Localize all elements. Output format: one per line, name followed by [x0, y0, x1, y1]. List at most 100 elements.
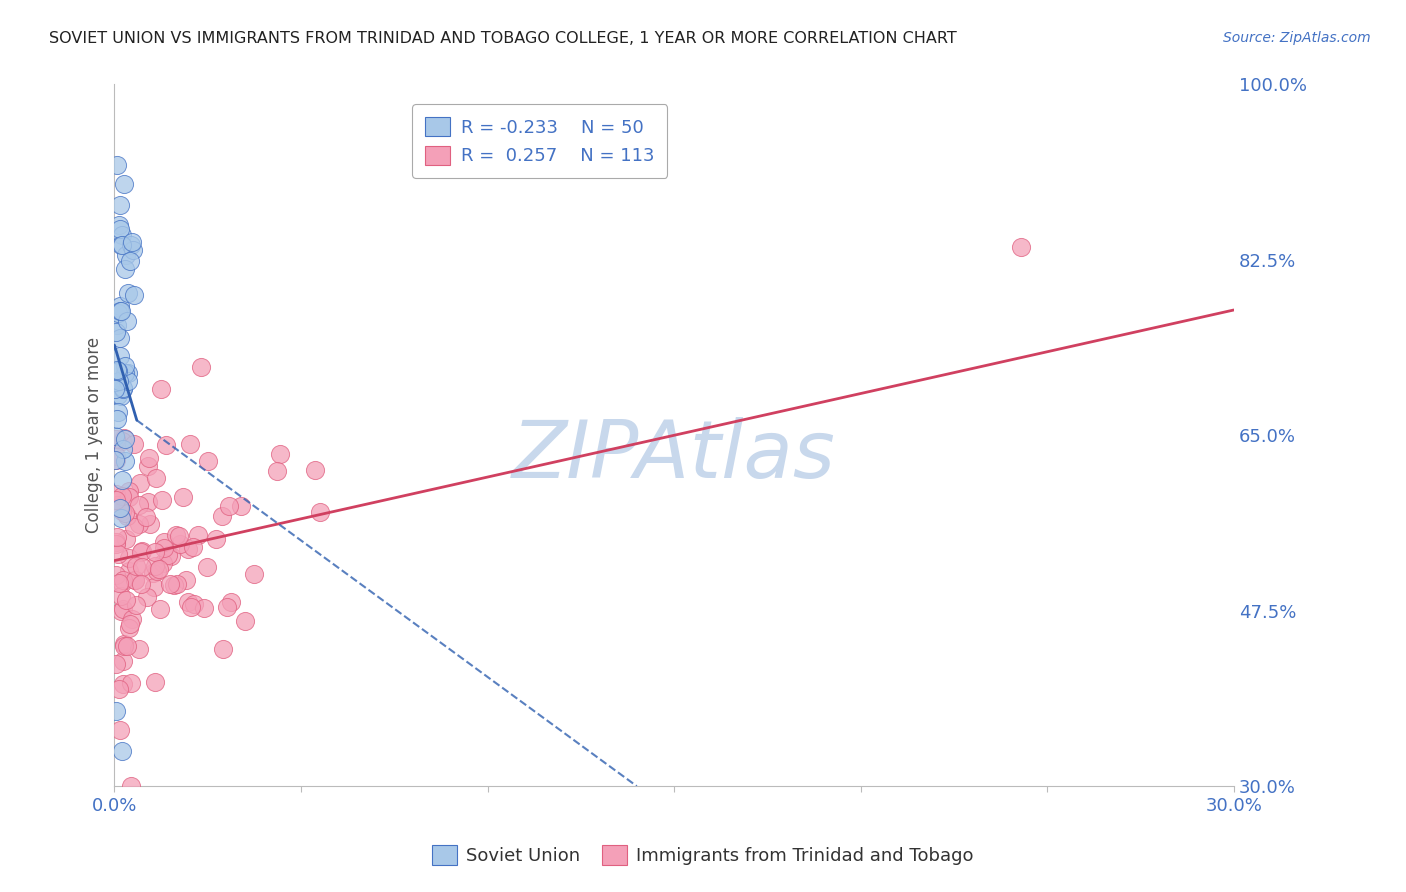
Point: [153, 535, 176, 549]
Point: [142, 566, 165, 580]
Point: [105, 498, 128, 512]
Point: [110, 604, 132, 618]
Point: [108, 681, 131, 696]
Point: [108, 218, 131, 232]
Point: [110, 222, 132, 236]
Point: [105, 318, 128, 332]
Point: [111, 504, 134, 518]
Point: [145, 564, 167, 578]
Point: [115, 639, 138, 653]
Point: [131, 560, 153, 574]
Point: [112, 382, 135, 396]
Point: [177, 595, 200, 609]
Point: [112, 637, 135, 651]
Point: [165, 528, 187, 542]
Point: [143, 675, 166, 690]
Point: [269, 447, 291, 461]
Point: [128, 641, 150, 656]
Point: [174, 573, 197, 587]
Point: [190, 360, 212, 375]
Point: [104, 382, 127, 396]
Point: [124, 573, 146, 587]
Point: [105, 325, 128, 339]
Point: [129, 545, 152, 559]
Point: [1010, 240, 1032, 254]
Point: [115, 508, 138, 523]
Point: [197, 454, 219, 468]
Point: [115, 314, 138, 328]
Point: [169, 537, 191, 551]
Legend: Soviet Union, Immigrants from Trinidad and Tobago: Soviet Union, Immigrants from Trinidad a…: [425, 838, 981, 872]
Point: [136, 590, 159, 604]
Point: [122, 437, 145, 451]
Point: [104, 568, 127, 582]
Point: [121, 779, 143, 793]
Point: [111, 654, 134, 668]
Point: [138, 450, 160, 465]
Point: [124, 520, 146, 534]
Point: [110, 237, 132, 252]
Point: [105, 536, 128, 550]
Point: [131, 543, 153, 558]
Point: [108, 350, 131, 364]
Point: [112, 574, 135, 588]
Point: [108, 198, 131, 212]
Point: [195, 559, 218, 574]
Point: [117, 551, 139, 566]
Point: [111, 602, 134, 616]
Point: [104, 429, 127, 443]
Point: [159, 577, 181, 591]
Point: [114, 432, 136, 446]
Point: [143, 580, 166, 594]
Point: [167, 529, 190, 543]
Point: [104, 452, 127, 467]
Point: [108, 331, 131, 345]
Point: [229, 499, 252, 513]
Point: [111, 473, 134, 487]
Point: [108, 501, 131, 516]
Point: [104, 453, 127, 467]
Point: [107, 575, 129, 590]
Point: [110, 303, 132, 318]
Point: [150, 382, 173, 396]
Point: [124, 288, 146, 302]
Point: [125, 599, 148, 613]
Point: [129, 576, 152, 591]
Point: [110, 389, 132, 403]
Point: [120, 238, 142, 252]
Point: [177, 541, 200, 556]
Point: [183, 597, 205, 611]
Point: [111, 434, 134, 448]
Point: [105, 704, 128, 718]
Point: [117, 366, 139, 380]
Point: [118, 621, 141, 635]
Point: [114, 359, 136, 373]
Point: [121, 612, 143, 626]
Point: [124, 574, 146, 588]
Point: [118, 483, 141, 498]
Point: [111, 237, 134, 252]
Point: [105, 412, 128, 426]
Point: [163, 578, 186, 592]
Point: [128, 516, 150, 531]
Point: [114, 366, 136, 380]
Point: [156, 548, 179, 562]
Point: [111, 677, 134, 691]
Point: [308, 505, 330, 519]
Point: [128, 498, 150, 512]
Point: [111, 744, 134, 758]
Point: [114, 454, 136, 468]
Point: [105, 492, 128, 507]
Point: [304, 462, 326, 476]
Point: [149, 602, 172, 616]
Point: [221, 595, 243, 609]
Point: [118, 490, 141, 504]
Point: [160, 549, 183, 563]
Point: [242, 567, 264, 582]
Point: [204, 532, 226, 546]
Point: [104, 375, 127, 389]
Point: [110, 511, 132, 525]
Point: [181, 540, 204, 554]
Point: [143, 545, 166, 559]
Point: [136, 459, 159, 474]
